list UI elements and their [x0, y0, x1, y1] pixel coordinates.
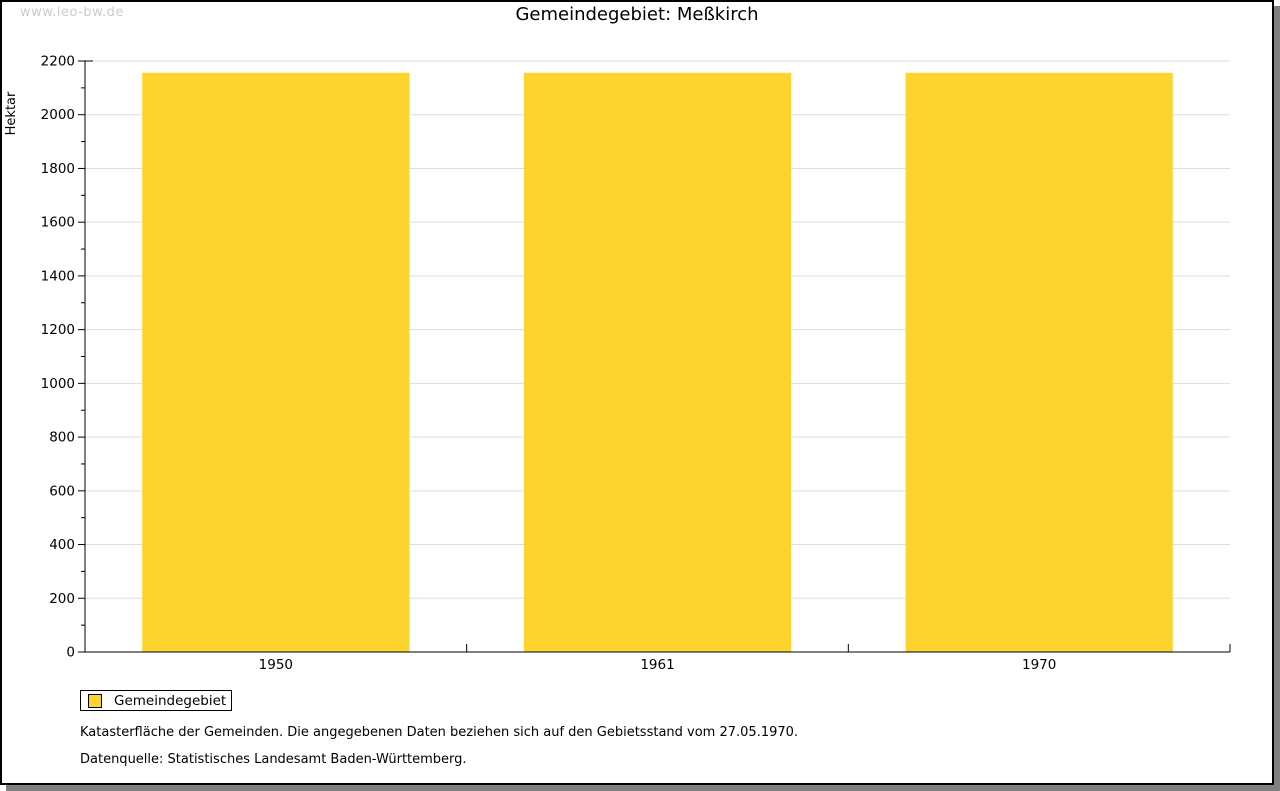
footnote-description: Katasterfläche der Gemeinden. Die angege… [80, 725, 799, 740]
x-tick-label: 1961 [640, 657, 674, 673]
y-tick-label: 400 [49, 537, 75, 553]
y-tick-label: 1200 [41, 322, 75, 338]
y-tick-label: 0 [66, 645, 75, 661]
y-tick-label: 1000 [41, 376, 75, 392]
y-tick-label: 1600 [41, 215, 75, 231]
y-tick-label: 600 [49, 483, 75, 499]
bar-1961 [523, 72, 792, 652]
footnote-source: Datenquelle: Statistisches Landesamt Bad… [80, 752, 467, 767]
y-tick-label: 200 [49, 591, 75, 607]
legend-swatch [88, 693, 102, 708]
bar-1950 [142, 72, 410, 652]
y-tick-label: 1800 [41, 161, 75, 177]
legend-label: Gemeindegebiet [114, 692, 227, 709]
watermark: www.leo-bw.de [20, 5, 124, 20]
y-tick-label: 1400 [41, 268, 75, 284]
x-tick-label: 1950 [259, 657, 293, 673]
y-axis-title: Hektar [4, 91, 19, 135]
bar-1970 [905, 72, 1173, 652]
chart-title: Gemeindegebiet: Meßkirch [515, 4, 759, 25]
y-tick-label: 2000 [41, 107, 75, 123]
legend: Gemeindegebiet [80, 690, 232, 711]
x-tick-label: 1970 [1022, 657, 1056, 673]
y-tick-label: 2200 [41, 54, 75, 70]
y-tick-label: 800 [49, 430, 75, 446]
